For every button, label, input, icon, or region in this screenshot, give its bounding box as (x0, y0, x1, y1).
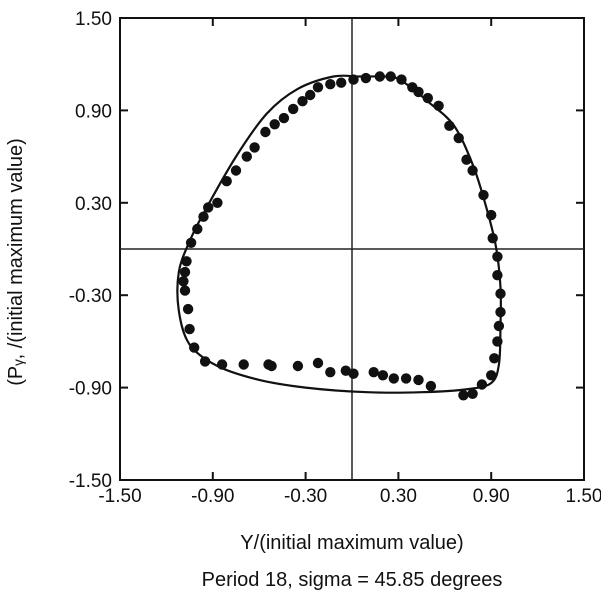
data-point (182, 303, 194, 315)
data-points-layer (178, 71, 506, 401)
data-point (305, 89, 316, 101)
data-point (189, 342, 200, 353)
data-point (495, 306, 506, 318)
x-tick-labels: -1.50 -0.90 -0.30 0.30 0.90 1.50 (98, 486, 601, 507)
data-point (348, 74, 359, 85)
data-point (374, 71, 385, 82)
data-point (492, 270, 503, 281)
y-tick-label: 0.30 (75, 194, 112, 215)
data-point (422, 92, 433, 104)
data-point (198, 211, 209, 222)
data-point (221, 176, 232, 187)
data-point (278, 112, 290, 124)
data-point (230, 165, 242, 176)
data-point (241, 151, 252, 162)
data-point (181, 256, 192, 267)
data-point (185, 237, 197, 248)
x-axis-title: Y/(initial maximum value) (240, 532, 463, 554)
data-point (178, 276, 189, 287)
x-tick-label: 0.30 (380, 486, 417, 507)
data-point (184, 323, 195, 335)
data-point (458, 390, 469, 401)
data-point (377, 370, 389, 381)
data-point (203, 202, 214, 213)
x-tick-label: -0.30 (284, 486, 327, 507)
data-point (312, 82, 324, 93)
data-point (493, 320, 505, 332)
data-point (444, 120, 455, 131)
data-point (212, 197, 223, 208)
data-point (336, 77, 347, 88)
data-point (360, 72, 372, 84)
data-point (385, 71, 396, 82)
data-point (400, 373, 412, 384)
y-axis-title: (Pᵧ, /(initial maximum value) (5, 138, 27, 386)
data-point (489, 353, 500, 364)
data-point (216, 359, 228, 370)
data-point (388, 373, 399, 384)
y-tick-label: 0.90 (75, 101, 112, 122)
x-tick-label: -1.50 (98, 486, 141, 507)
x-tick-label: -0.90 (191, 486, 234, 507)
axis-ticks (119, 17, 585, 481)
data-point (492, 336, 503, 347)
data-point (487, 233, 498, 244)
data-point (179, 266, 191, 278)
data-point (486, 209, 497, 221)
data-point (325, 367, 336, 378)
data-point (425, 380, 437, 392)
y-tick-labels: -1.50 -0.90 -0.30 0.30 0.90 1.50 (69, 9, 112, 492)
data-point (260, 126, 271, 138)
data-point (199, 356, 211, 367)
data-point (453, 132, 464, 144)
data-point (368, 367, 379, 378)
data-point (269, 119, 280, 130)
data-point (312, 357, 324, 369)
y-tick-label: 1.50 (75, 9, 112, 30)
y-tick-label: -1.50 (69, 471, 112, 492)
data-point (492, 251, 503, 262)
data-point (238, 359, 249, 370)
data-point (288, 103, 299, 115)
data-point (297, 96, 308, 107)
data-point (461, 154, 472, 165)
data-point (179, 285, 191, 296)
data-point (433, 100, 444, 112)
data-point (348, 368, 359, 379)
data-point (407, 82, 418, 93)
data-point (396, 74, 407, 85)
data-point (266, 360, 277, 372)
data-point (292, 360, 304, 372)
data-point (476, 379, 488, 390)
x-tick-label: 0.90 (473, 486, 510, 507)
y-tick-label: -0.90 (69, 379, 112, 400)
data-point (495, 288, 506, 299)
chart-caption: Period 18, sigma = 45.85 degrees (202, 569, 503, 591)
data-point (478, 189, 489, 201)
data-point (249, 142, 260, 153)
data-point (325, 79, 336, 90)
data-point (413, 374, 424, 386)
data-point (486, 370, 497, 381)
data-point (192, 223, 203, 235)
x-tick-label: 1.50 (566, 486, 601, 507)
data-point (467, 388, 478, 399)
data-point (467, 165, 478, 176)
y-tick-label: -0.30 (69, 286, 112, 307)
reference-lines (120, 18, 584, 480)
